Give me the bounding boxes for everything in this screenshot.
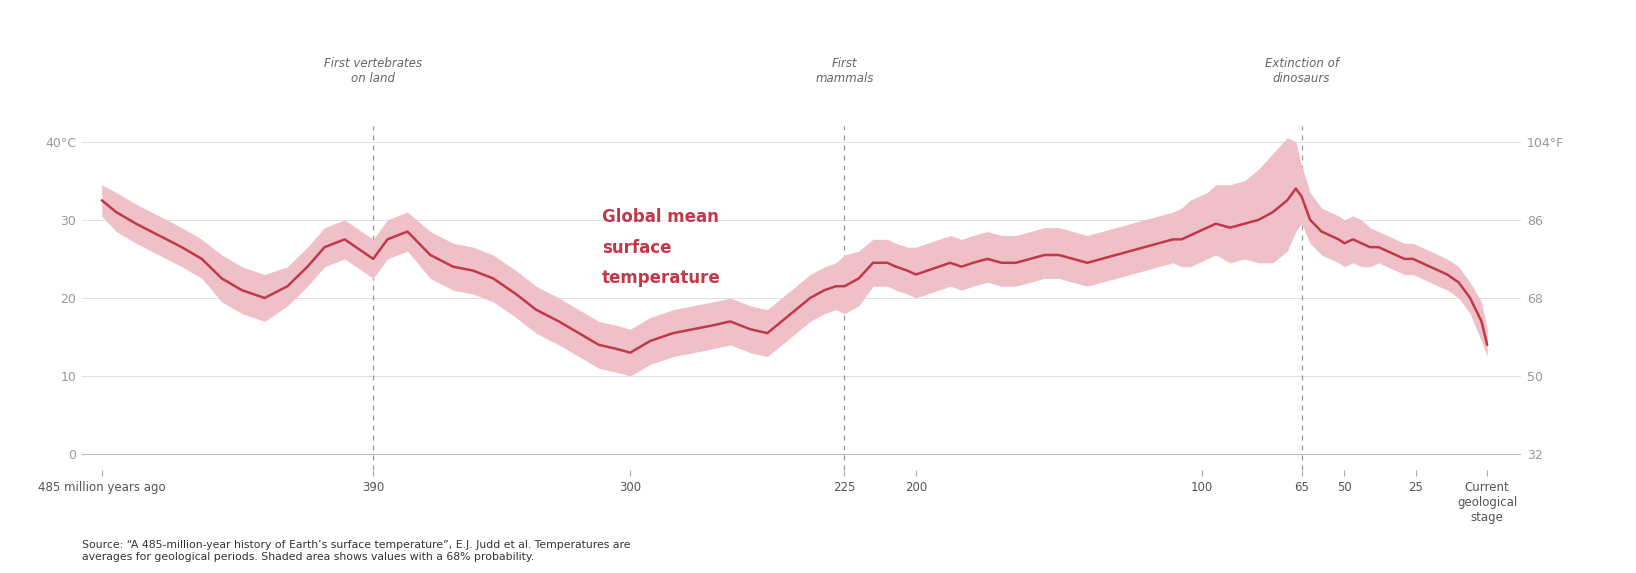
Text: First
mammals: First mammals [815,57,874,85]
Text: Global mean
surface
temperature: Global mean surface temperature [602,208,720,287]
Text: Extinction of
dinosaurs: Extinction of dinosaurs [1265,57,1338,85]
Text: Source: “A 485-million-year history of Earth’s surface temperature”, E.J. Judd e: Source: “A 485-million-year history of E… [82,540,630,562]
Text: First vertebrates
on land: First vertebrates on land [324,57,422,85]
